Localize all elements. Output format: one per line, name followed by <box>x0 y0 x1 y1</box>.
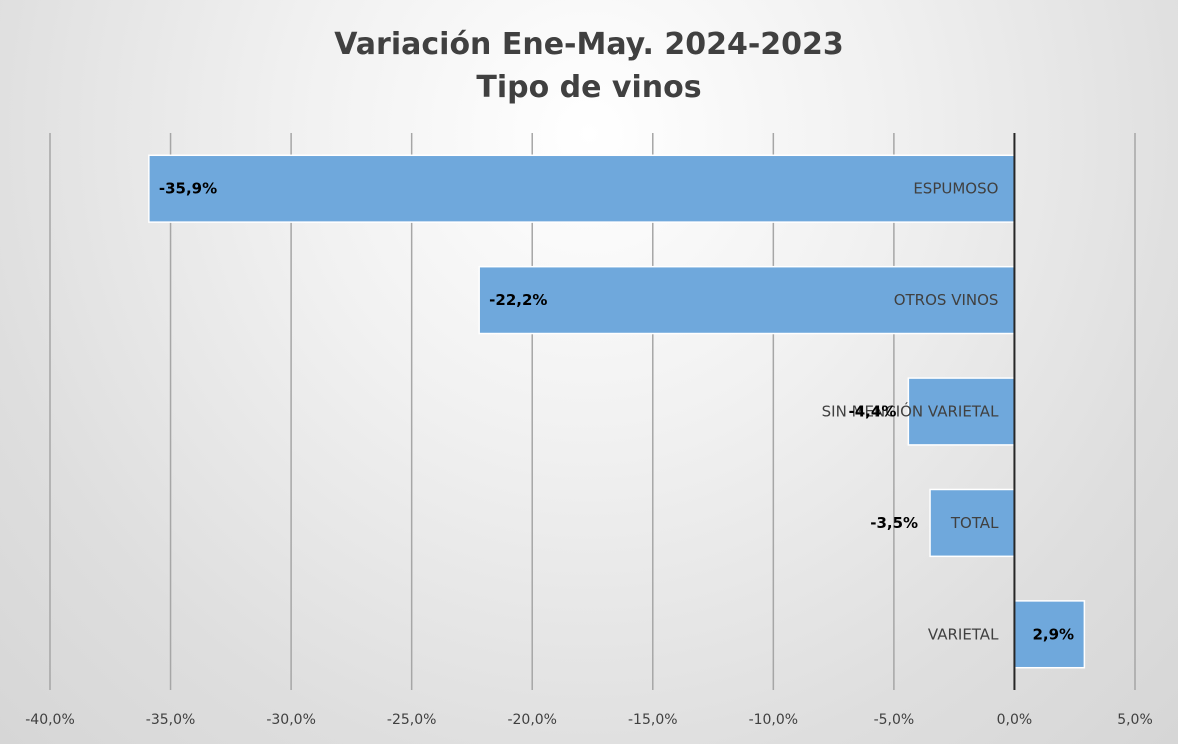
bar <box>478 265 1016 335</box>
x-tick-label: -20,0% <box>507 712 557 728</box>
bar <box>1013 600 1086 669</box>
category-label: VARIETAL <box>928 625 999 643</box>
grid-lines <box>49 133 1136 690</box>
x-tick-label: 0,0% <box>997 712 1033 728</box>
x-tick-label: -15,0% <box>628 712 678 728</box>
data-label: -22,2% <box>489 291 547 309</box>
x-tick-label: 5,0% <box>1117 712 1153 728</box>
category-label: ESPUMOSO <box>913 180 998 198</box>
chart-subtitle: Tipo de vinos <box>476 70 701 105</box>
bar <box>148 154 1016 223</box>
data-label: 2,9% <box>1032 625 1074 643</box>
bar <box>929 488 1016 558</box>
x-tick-label: -35,0% <box>146 712 196 728</box>
x-tick-label: -10,0% <box>749 712 799 728</box>
labels: -40,0% -35,0% -30,0% -25,0% -20,0% -15,0% -10,… <box>25 180 1153 728</box>
data-label: -3,5% <box>870 514 918 532</box>
category-label: SIN MENCIÓN VARIETAL <box>822 402 999 421</box>
category-label: TOTAL <box>950 514 999 532</box>
x-tick-label: -25,0% <box>387 712 437 728</box>
chart-title: Variación Ene-May. 2024-2023 <box>334 27 844 62</box>
data-label: -4,4% <box>849 403 897 421</box>
x-tick-label: -40,0% <box>25 712 75 728</box>
category-label: OTROS VINOS <box>894 291 999 309</box>
bar <box>907 377 1016 446</box>
x-tick-label: -30,0% <box>266 712 316 728</box>
data-label: -35,9% <box>159 180 217 198</box>
x-tick-label: -5,0% <box>874 712 915 728</box>
